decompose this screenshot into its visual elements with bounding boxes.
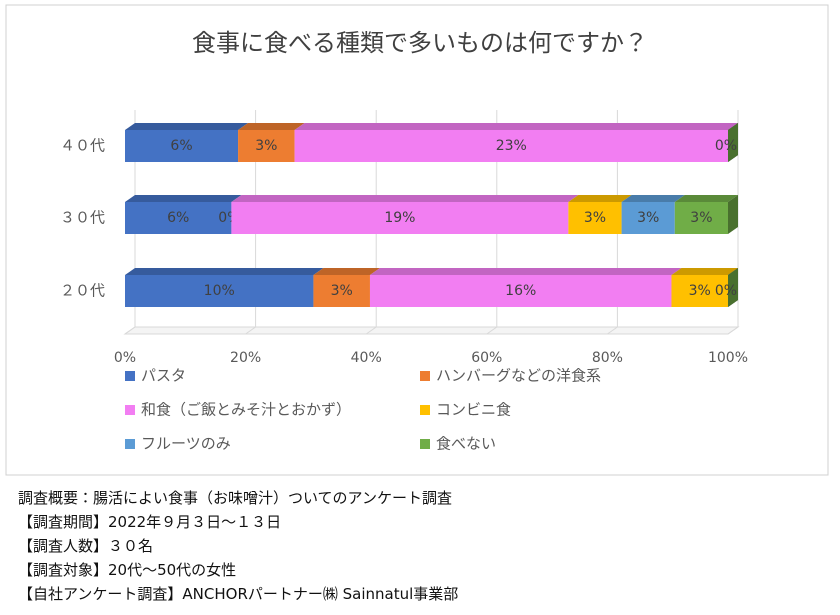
bar [125, 202, 232, 234]
value-label: 3% [255, 138, 277, 154]
bar-top [238, 123, 305, 130]
grid-line [124, 110, 136, 335]
chart: 食事に食べる種類で多いものは何ですか？ 0% 20% 40% 60% 80% 100% ４０… [5, 4, 829, 476]
legend-label: パスタ [141, 367, 186, 385]
grid-line [486, 110, 498, 335]
value-label: 10% [204, 283, 235, 299]
floor [123, 326, 740, 335]
grid-line [245, 110, 257, 335]
y-tick-label: ３０代 [60, 209, 105, 227]
value-label: 3% [331, 283, 353, 299]
bar [674, 202, 728, 234]
bar [125, 130, 239, 162]
x-tick-label: 0% [114, 350, 136, 366]
legend-label: 食べない [436, 435, 496, 453]
note-line: 【自社アンケート調査】ANCHORパートナー㈱ Sainnatul事業部 [18, 585, 459, 603]
note-line: 【調査対象】20代～50代の女性 [18, 561, 237, 579]
grid-line [365, 110, 377, 335]
bar-side [728, 195, 738, 234]
bar [294, 130, 728, 162]
bar-top [621, 195, 685, 202]
chart-title: 食事に食べる種類で多いものは何ですか？ [192, 29, 648, 57]
legend-label: コンビニ食 [436, 401, 511, 419]
bar [369, 275, 672, 307]
value-label: 0% [715, 138, 737, 154]
legend-swatch [420, 371, 430, 381]
chart-frame [5, 4, 829, 476]
bar [621, 202, 675, 234]
bar [125, 275, 314, 307]
value-label: 3% [637, 210, 659, 226]
value-label: 0% [715, 283, 737, 299]
legend-swatch [125, 371, 135, 381]
bar-side [728, 268, 738, 307]
legend-label: フルーツのみ [141, 435, 231, 453]
value-label: 23% [496, 138, 527, 154]
x-tick-label: 80% [592, 350, 623, 366]
note-line: 【調査人数】３０名 [18, 537, 154, 555]
value-label: 6% [167, 210, 189, 226]
legend-swatch [125, 405, 135, 415]
y-tick-label: ４０代 [60, 137, 105, 155]
value-label: 19% [384, 210, 415, 226]
bar [671, 275, 728, 307]
x-tick-label: 40% [351, 350, 382, 366]
y-tick-label: ２０代 [60, 282, 105, 300]
value-label: 3% [690, 210, 712, 226]
notes: 調査概要：腸活によい食事（お味噌汁）ついてのアンケート調査 【調査期間】2022年… [18, 486, 458, 606]
bar-top [369, 268, 682, 275]
value-label: 6% [170, 138, 192, 154]
bar-top [568, 195, 632, 202]
grid-line [607, 110, 618, 335]
bar [231, 202, 569, 234]
value-label: 3% [584, 210, 606, 226]
bar-side [728, 123, 738, 162]
bar-top [125, 123, 249, 130]
value-label: 16% [505, 283, 536, 299]
bar [238, 130, 295, 162]
grid-line [727, 110, 739, 335]
legend-label: 和食（ご飯とみそ汁とおかず） [141, 401, 351, 419]
x-tick-label: 20% [230, 350, 261, 366]
x-tick-label: 100% [708, 350, 748, 366]
value-label: 3% [689, 283, 711, 299]
note-line: 調査概要：腸活によい食事（お味噌汁）ついてのアンケート調査 [18, 489, 452, 507]
legend-swatch [420, 439, 430, 449]
bar-top [125, 195, 242, 202]
bar-top [671, 268, 738, 275]
bar-top [125, 268, 324, 275]
bar [313, 275, 370, 307]
bar-top [313, 268, 380, 275]
bar-top [231, 195, 579, 202]
note-line: 【調査期間】2022年９月３日～１３日 [18, 513, 282, 531]
bar-top [294, 123, 738, 130]
x-tick-label: 60% [471, 350, 502, 366]
bar-top [674, 195, 738, 202]
legend-label: ハンバーグなどの洋食系 [436, 367, 601, 385]
bar [568, 202, 622, 234]
legend-swatch [125, 439, 135, 449]
legend-swatch [420, 405, 430, 415]
